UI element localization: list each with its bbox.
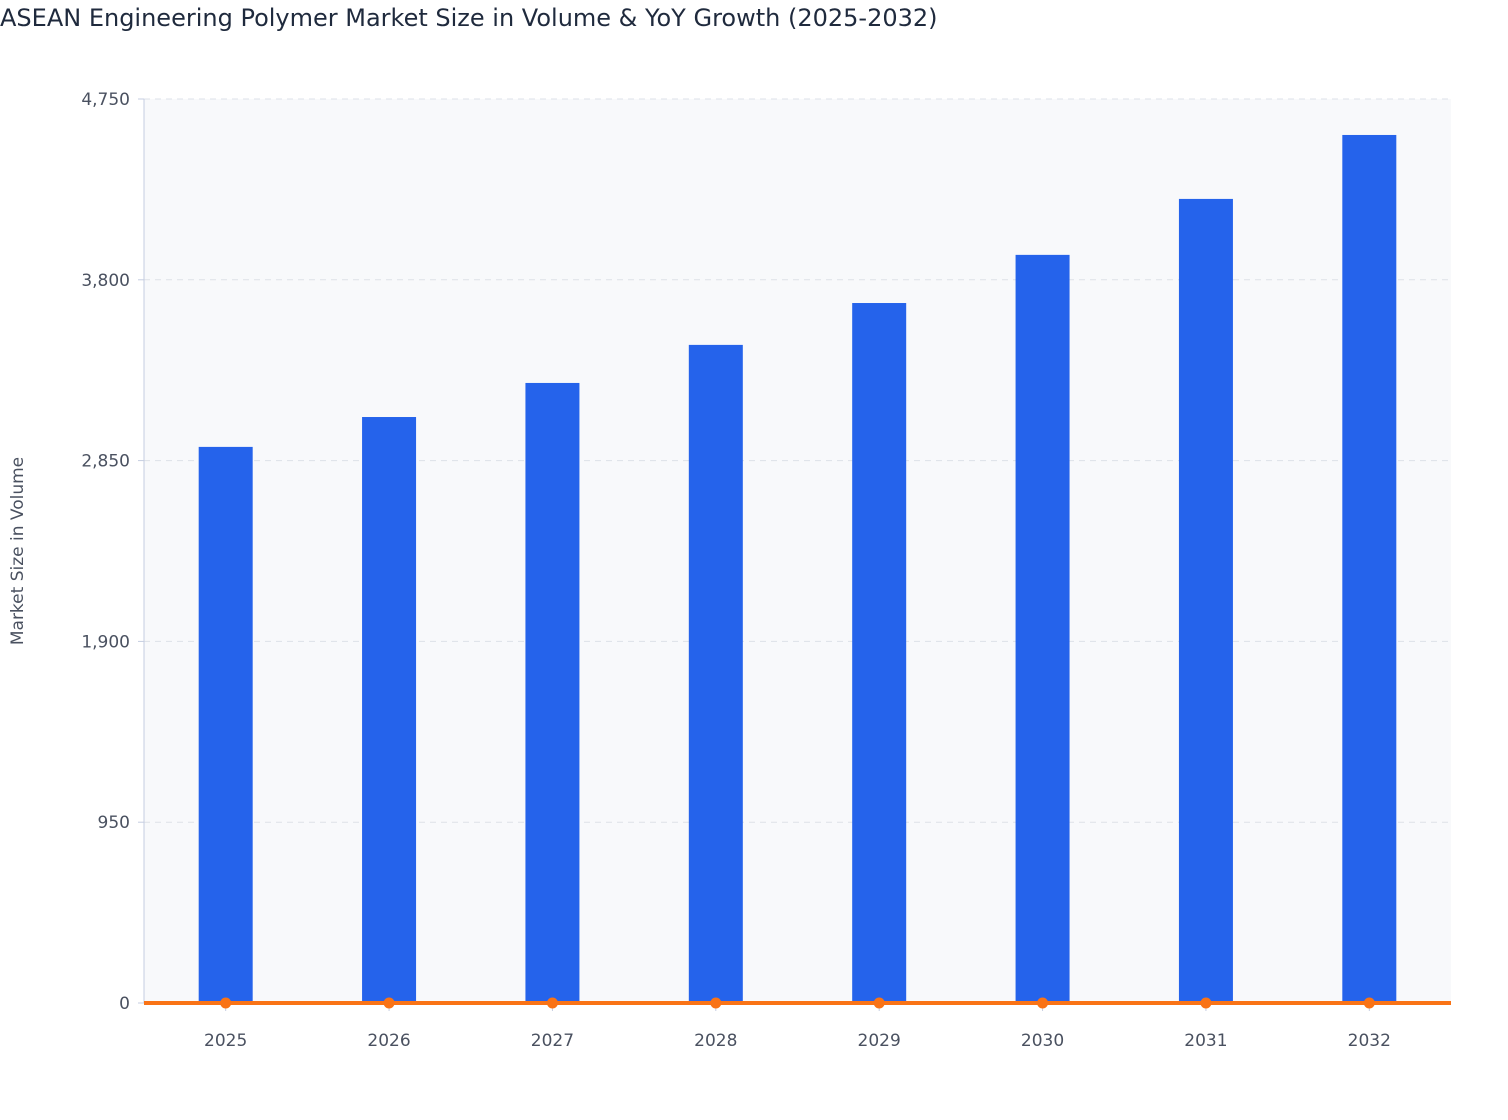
x-tick-label: 2029: [858, 1031, 901, 1051]
y-tick-label: 0: [119, 994, 130, 1014]
y-axis-title: Market Size in Volume: [8, 457, 28, 645]
chart-title: ASEAN Engineering Polymer Market Size in…: [0, 4, 938, 32]
x-tick-label: 2027: [531, 1031, 574, 1051]
bar-2030: [1015, 254, 1070, 1003]
x-tick-label: 2030: [1021, 1031, 1064, 1051]
bar-2031: [1178, 198, 1233, 1004]
bar-2029: [852, 303, 907, 1003]
yoy-point-2032: [1363, 997, 1375, 1009]
x-tick-label: 2032: [1348, 1031, 1391, 1051]
plot-background: [144, 99, 1451, 1003]
yoy-point-2027: [546, 997, 558, 1009]
x-tick-label: 2025: [204, 1031, 247, 1051]
bar-2027: [525, 382, 580, 1003]
y-tick-label: 3,800: [81, 271, 130, 291]
yoy-point-2030: [1037, 997, 1049, 1009]
y-tick-label: 2,850: [81, 452, 130, 472]
yoy-point-2025: [220, 997, 232, 1009]
bar-2026: [362, 417, 417, 1003]
y-tick-label: 950: [98, 813, 130, 833]
yoy-point-2029: [873, 997, 885, 1009]
bar-2025: [198, 446, 253, 1003]
y-tick-label: 4,750: [81, 90, 130, 110]
x-tick-label: 2028: [694, 1031, 737, 1051]
yoy-point-2031: [1200, 997, 1212, 1009]
x-tick-label: 2031: [1184, 1031, 1227, 1051]
yoy-point-2026: [383, 997, 395, 1009]
yoy-point-2028: [710, 997, 722, 1009]
x-tick-label: 2026: [367, 1031, 410, 1051]
bar-2028: [688, 344, 743, 1003]
y-tick-label: 1,900: [81, 632, 130, 652]
bar-2032: [1342, 134, 1397, 1004]
